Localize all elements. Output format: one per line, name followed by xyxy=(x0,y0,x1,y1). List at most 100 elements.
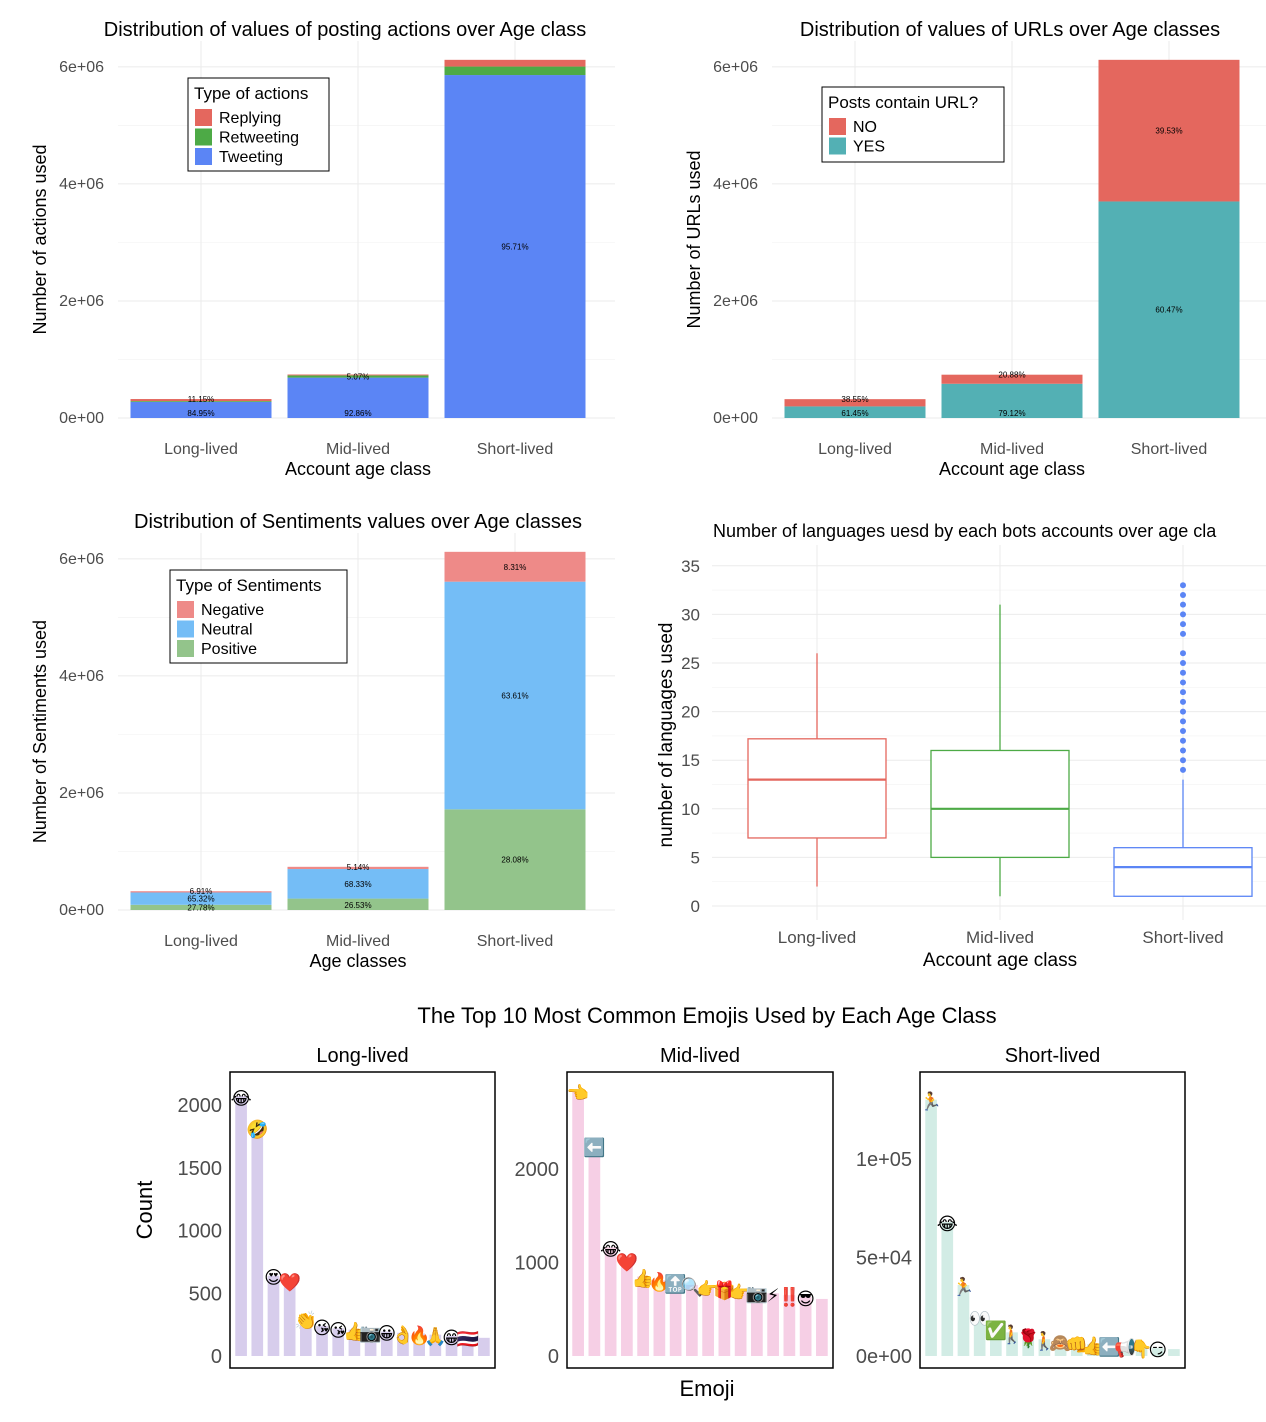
emoji-bar-label: 😘 xyxy=(313,1318,332,1338)
sentiments-ytick-label: 2e+06 xyxy=(59,785,104,802)
box-outlier xyxy=(1180,766,1186,773)
emoji-bar-label: 🔍 xyxy=(681,1275,703,1297)
emoji-bar xyxy=(686,1284,698,1356)
emoji-bar-label: 👇 xyxy=(1130,1339,1152,1360)
sentiments-ytick-label: 6e+06 xyxy=(59,551,104,568)
emoji-bar-label: ‼️ xyxy=(778,1286,800,1307)
urls-data-label: 79.12% xyxy=(998,409,1025,418)
emoji-bar xyxy=(941,1221,954,1356)
emoji-bar-label: 🔝 xyxy=(664,1273,686,1294)
sentiments-legend-swatch xyxy=(177,601,194,618)
urls-chart: 0e+00 2e+06 4e+06 6e+06 Long-lived Mid-lived S… xyxy=(684,19,1266,479)
sentiments-data-label: 27.78% xyxy=(187,903,214,912)
emoji-bar-label: 🔥 xyxy=(648,1271,670,1292)
emoji-bar xyxy=(478,1337,490,1356)
languages-ytick-label: 25 xyxy=(681,654,700,673)
sentiments-title: Distribution of Sentiments values over A… xyxy=(134,511,582,533)
urls-data-label: 61.45% xyxy=(841,409,868,418)
actions-xtick-label: Long-lived xyxy=(164,441,238,458)
actions-chart: 0e+00 2e+06 4e+06 6e+06 Long-lived Mid-lived S… xyxy=(30,19,615,479)
actions-legend-label: Tweeting xyxy=(219,149,283,166)
box-outlier xyxy=(1180,669,1186,676)
box-outlier xyxy=(1180,601,1186,608)
emoji-bar xyxy=(429,1334,442,1356)
emoji-bar xyxy=(1006,1332,1018,1356)
emoji-bar xyxy=(621,1260,633,1356)
sentiments-x-axis-title: Age classes xyxy=(309,951,406,971)
languages-xtick-label: Short-lived xyxy=(1142,928,1223,947)
emoji-panel-short-lived: Short-lived0e+005e+041e+05🏃😂🏃👀✅🚶🌹🚶🙈👊👍⬅️📢… xyxy=(856,1045,1186,1369)
actions-xtick-label: Short-lived xyxy=(477,441,553,458)
sentiments-data-label: 5.14% xyxy=(347,863,370,872)
languages-title: Number of languages uesd by each bots ac… xyxy=(713,521,1217,541)
sentiments-legend-label: Positive xyxy=(201,641,257,658)
urls-bar-no xyxy=(784,399,926,407)
languages-ytick-label: 30 xyxy=(681,605,700,624)
languages-ytick-label: 20 xyxy=(681,703,700,722)
box-outlier xyxy=(1180,757,1186,764)
languages-ytick-label: 10 xyxy=(681,800,700,819)
box-outlier xyxy=(1180,718,1186,725)
sentiments-ytick-label: 4e+06 xyxy=(59,668,104,685)
languages-ytick-label: 0 xyxy=(691,897,700,916)
emoji-bar xyxy=(397,1332,409,1356)
actions-legend-swatch xyxy=(195,148,212,165)
sentiments-legend-title: Type of Sentiments xyxy=(176,576,322,595)
urls-legend-swatch xyxy=(829,118,846,135)
emoji-ytick-label: 1500 xyxy=(178,1158,223,1180)
emoji-bar xyxy=(1119,1346,1132,1356)
languages-x-axis-title: Account age class xyxy=(923,950,1077,971)
emoji-bar xyxy=(348,1329,361,1356)
emoji-bar-label: 👀 xyxy=(968,1309,990,1329)
urls-xtick-label: Long-lived xyxy=(818,441,892,458)
emoji-bar xyxy=(669,1282,682,1356)
emoji-bar-label: 😍 xyxy=(264,1268,283,1288)
emoji-bar xyxy=(316,1325,328,1356)
urls-bar-yes xyxy=(941,383,1083,418)
sentiments-data-label: 65.32% xyxy=(187,895,214,904)
emoji-panel-border xyxy=(566,1071,834,1369)
emoji-ytick-label: 0 xyxy=(211,1346,222,1368)
emoji-bar-label: 🙏 xyxy=(424,1327,446,1347)
actions-bar-tweeting xyxy=(444,75,586,418)
actions-data-label: 95.71% xyxy=(501,243,528,252)
languages-xtick-label: Long-lived xyxy=(778,928,856,947)
emoji-bar-label: ⚡ xyxy=(767,1285,780,1305)
sentiments-data-label: 8.31% xyxy=(504,563,527,572)
sentiments-bar-positive xyxy=(444,809,586,910)
urls-bar-no xyxy=(1098,59,1240,202)
actions-legend-title: Type of actions xyxy=(194,84,308,103)
emoji-bar-label: 😂 xyxy=(937,1214,958,1234)
actions-bar-retweeting xyxy=(287,375,429,378)
actions-data-label: 5.07% xyxy=(347,373,370,382)
sentiments-ytick-label: 0e+00 xyxy=(59,902,104,919)
emoji-bar-label: 🔥 xyxy=(408,1324,430,1345)
sentiments-bar-neutral xyxy=(444,581,586,810)
emoji-bar xyxy=(1038,1339,1051,1356)
urls-xtick-label: Mid-lived xyxy=(980,441,1044,458)
actions-bar-replying xyxy=(444,59,586,67)
actions-xtick-label: Mid-lived xyxy=(326,441,390,458)
emoji-ytick-label: 0e+00 xyxy=(856,1346,912,1368)
box-outlier xyxy=(1180,582,1186,589)
emoji-bar xyxy=(300,1318,312,1356)
actions-data-label: 92.86% xyxy=(344,409,371,418)
emoji-ytick-label: 1e+05 xyxy=(856,1149,912,1171)
emoji-bar-label: 👉 xyxy=(729,1283,751,1303)
languages-ytick-label: 15 xyxy=(681,751,700,770)
sentiments-data-label: 68.33% xyxy=(344,880,371,889)
emoji-ytick-label: 2000 xyxy=(178,1095,223,1117)
urls-legend-label: YES xyxy=(853,139,885,156)
urls-xtick-label: Short-lived xyxy=(1131,441,1207,458)
emoji-bar-label: 😀 xyxy=(377,1324,396,1344)
sentiments-y-axis-title: Number of Sentiments used xyxy=(30,620,50,843)
emoji-ytick-label: 1000 xyxy=(515,1252,560,1274)
emoji-bar-label: 👏 xyxy=(295,1309,317,1330)
actions-legend-swatch xyxy=(195,109,212,126)
emojis-y-axis-title: Count xyxy=(132,1181,157,1240)
emoji-bar-label: 📢 xyxy=(1114,1337,1136,1359)
emoji-bar xyxy=(604,1247,617,1356)
urls-title: Distribution of values of URLs over Age … xyxy=(800,19,1220,41)
box-outlier xyxy=(1180,698,1186,705)
